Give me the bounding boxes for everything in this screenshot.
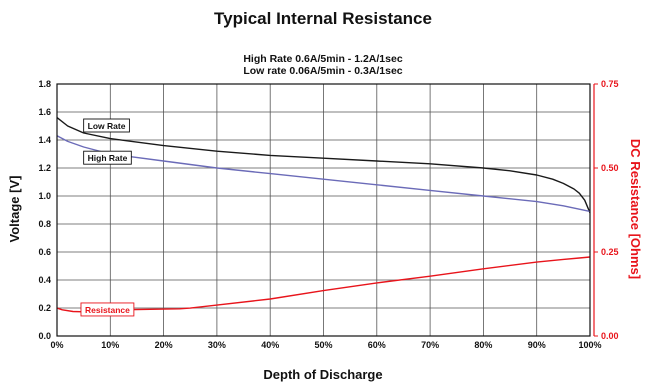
x-tick-label: 80% [474, 340, 492, 350]
y2-tick-label: 0.75 [601, 79, 619, 89]
x-tick-label: 20% [155, 340, 173, 350]
y-tick-label: 0.0 [38, 331, 51, 341]
x-tick-label: 40% [261, 340, 279, 350]
y-tick-label: 1.2 [38, 163, 51, 173]
y-tick-label: 1.4 [38, 135, 51, 145]
x-tick-label: 100% [578, 340, 601, 350]
x-tick-label: 10% [101, 340, 119, 350]
x-tick-label: 70% [421, 340, 439, 350]
y2-tick-label: 0.50 [601, 163, 619, 173]
annotation-layer: Low Rate High Rate Resistance [80, 118, 135, 317]
plot-frame [56, 83, 591, 337]
annotation-high-rate-text: High Rate [88, 153, 128, 163]
y2-tick-label: 0.00 [601, 331, 619, 341]
x-tick-label: 0% [50, 340, 63, 350]
annotation-low-rate-text: Low Rate [88, 121, 126, 131]
annotation-high-rate-box [83, 150, 132, 165]
annotation-resistance: Resistance [80, 302, 135, 317]
x-tick-label: 50% [314, 340, 332, 350]
tick-labels: 0% 10% 20% 30% 40% 50% 60% 70% 80% 90% 100% 0.0 0.2 0… [38, 79, 618, 350]
annotation-high-rate: High Rate [83, 150, 132, 165]
chart-subtitle-line-1: High Rate 0.6A/5min - 1.2A/1sec [243, 53, 402, 65]
x-tick-label: 90% [528, 340, 546, 350]
y-tick-label: 0.6 [38, 247, 51, 257]
y2-axis-label: DC Resistance [Ohms] [628, 139, 643, 279]
series-line-high-rate [56, 135, 591, 213]
y-tick-label: 1.8 [38, 79, 51, 89]
y-tick-label: 1.6 [38, 107, 51, 117]
annotation-resistance-text: Resistance [85, 305, 130, 315]
annotation-resistance-box [80, 302, 135, 317]
chart-subtitle-line-2: Low rate 0.06A/5min - 0.3A/1sec [243, 65, 402, 77]
series-line-low-rate [56, 117, 591, 214]
x-tick-label: 30% [208, 340, 226, 350]
y2-tick-label: 0.25 [601, 247, 619, 257]
annotation-low-rate: Low Rate [83, 118, 130, 133]
y-tick-label: 0.4 [38, 275, 51, 285]
grid-lines [56, 83, 591, 337]
annotation-low-rate-box [83, 118, 130, 133]
x-tick-label: 60% [368, 340, 386, 350]
y-axis-label: Voltage [V] [7, 176, 22, 243]
chart-title: Typical Internal Resistance [214, 9, 432, 28]
y-tick-label: 0.2 [38, 303, 51, 313]
y-tick-label: 0.8 [38, 219, 51, 229]
x-axis-label: Depth of Discharge [263, 367, 382, 382]
y-tick-label: 1.0 [38, 191, 51, 201]
